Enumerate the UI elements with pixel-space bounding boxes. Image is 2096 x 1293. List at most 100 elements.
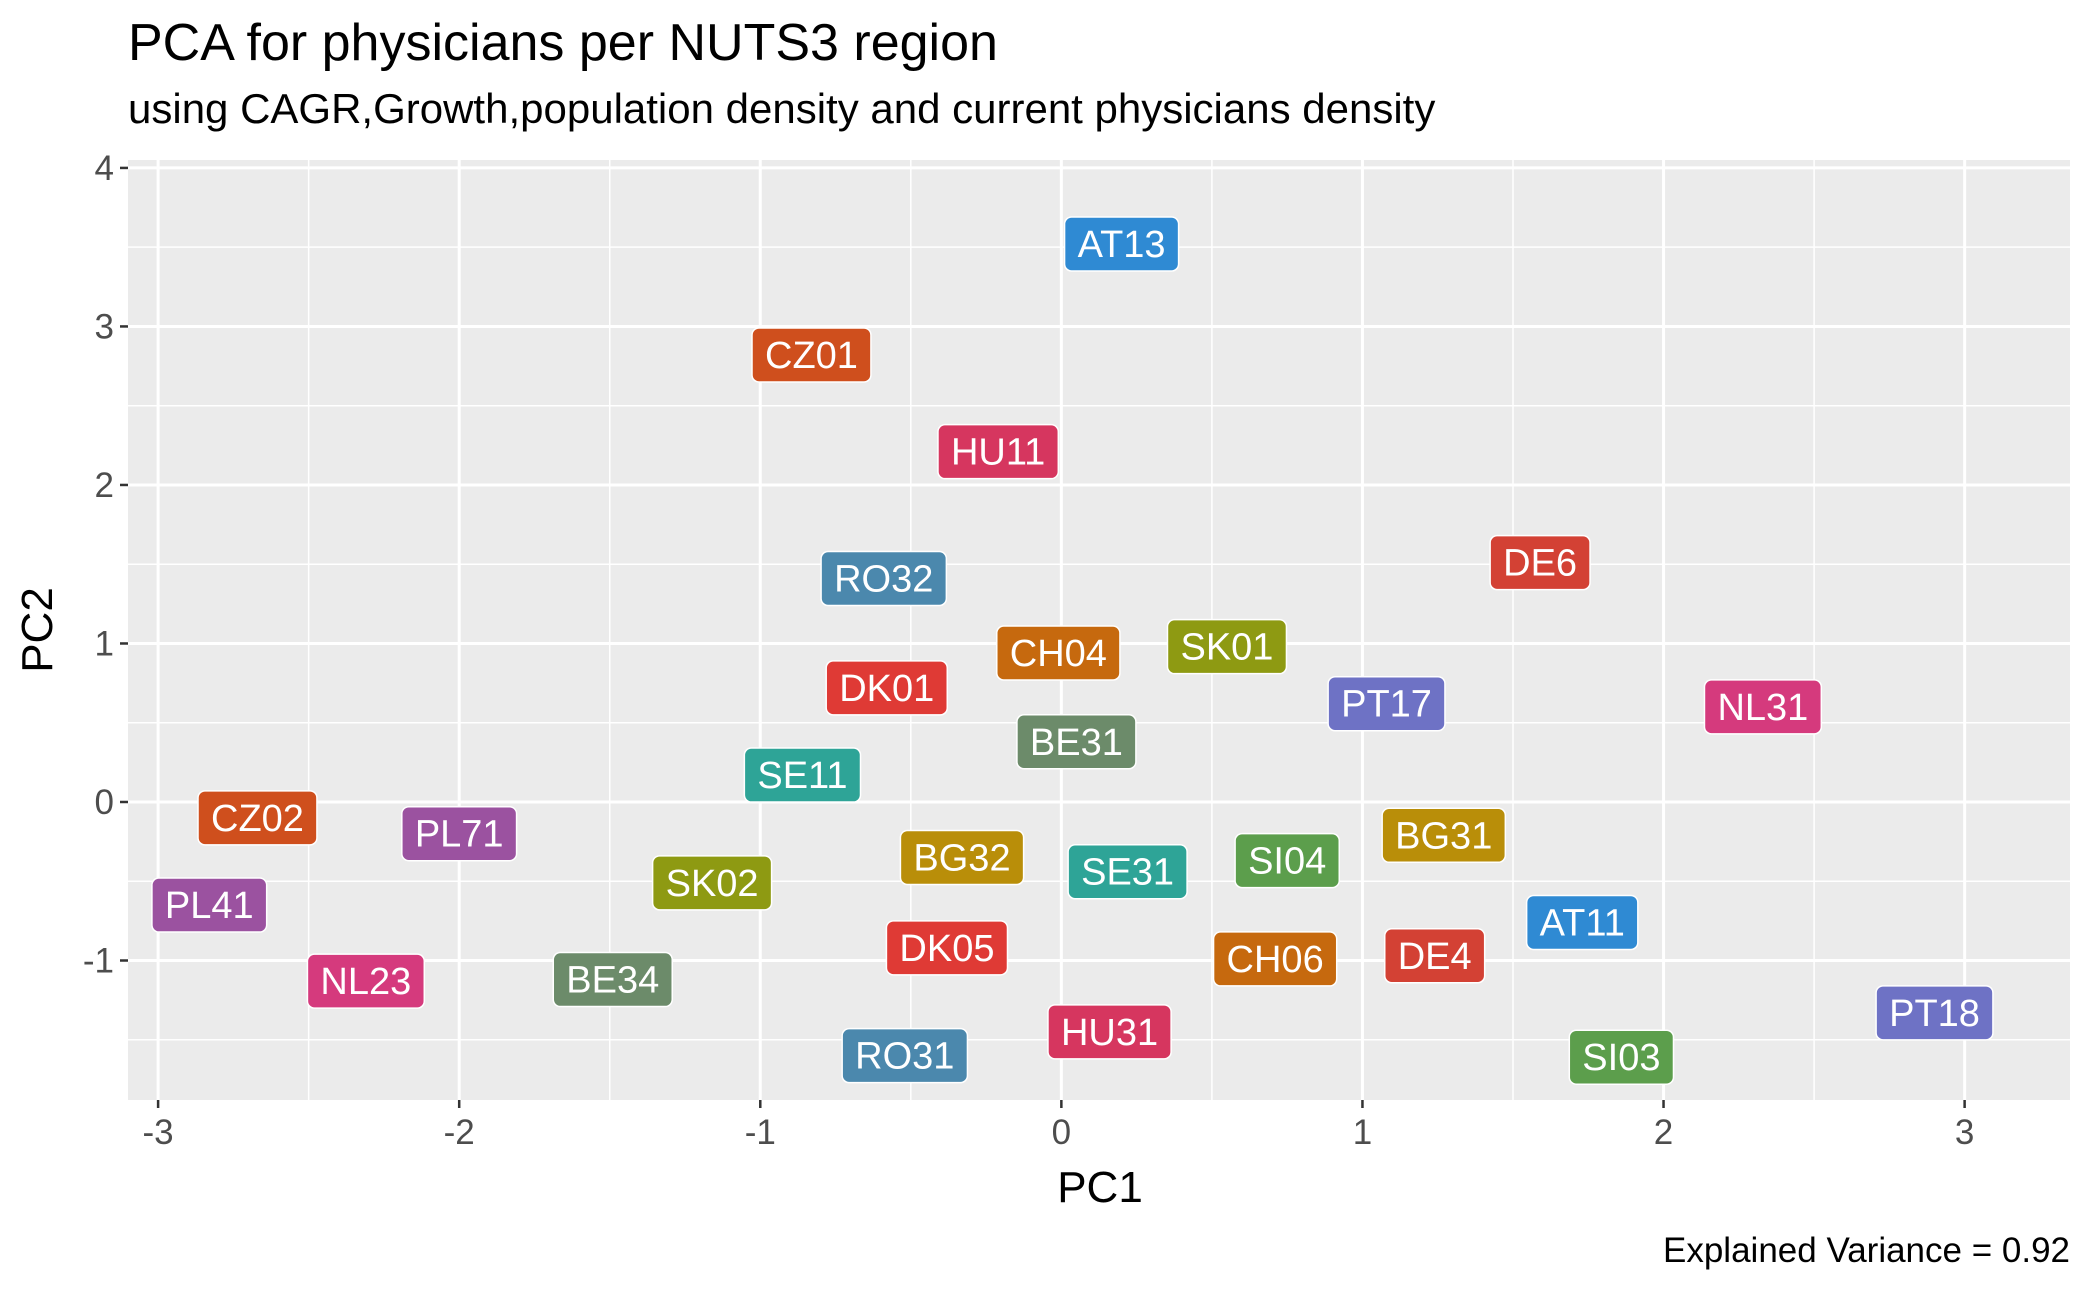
point-label-ch04: CH04 <box>996 625 1121 681</box>
x-axis-title: PC1 <box>1057 1163 1143 1212</box>
point-label-pl71: PL71 <box>401 805 518 862</box>
point-label-pl41: PL41 <box>151 877 268 933</box>
point-label-nl23: NL23 <box>306 953 426 1009</box>
label-text: SK01 <box>1180 627 1273 669</box>
label-box <box>197 790 318 846</box>
point-label-pt18: PT18 <box>1875 985 1994 1041</box>
label-text: RO31 <box>855 1036 954 1078</box>
chart-subtitle: using CAGR,Growth,population density and… <box>128 85 1435 132</box>
label-box <box>651 855 773 911</box>
label-box <box>841 1027 969 1084</box>
label-text: BG32 <box>913 837 1010 879</box>
label-text: PL71 <box>415 814 504 856</box>
label-text: AT13 <box>1078 224 1166 266</box>
label-box <box>937 423 1060 480</box>
label-box <box>1381 807 1507 864</box>
y-tick-label: 2 <box>95 466 114 505</box>
label-box <box>820 550 948 607</box>
point-label-at13: AT13 <box>1063 216 1180 272</box>
label-box <box>996 625 1121 681</box>
point-label-se31: SE31 <box>1067 843 1188 900</box>
y-axis-title: PC2 <box>13 587 62 673</box>
x-tick-label: -3 <box>143 1113 174 1152</box>
y-tick-label: 3 <box>95 307 114 346</box>
label-text: DE4 <box>1398 936 1472 978</box>
point-label-se11: SE11 <box>743 747 862 803</box>
label-text: SE31 <box>1081 852 1174 894</box>
point-label-dk05: DK05 <box>885 920 1009 976</box>
label-text: SI03 <box>1582 1037 1660 1079</box>
label-text: SI04 <box>1248 841 1326 883</box>
point-label-nl31: NL31 <box>1703 679 1823 735</box>
point-label-hu31: HU31 <box>1047 1004 1172 1060</box>
label-box <box>1568 1029 1675 1085</box>
label-text: AT11 <box>1540 902 1625 944</box>
label-text: CH06 <box>1227 939 1324 981</box>
label-box <box>751 327 872 383</box>
label-text: DE6 <box>1503 543 1577 585</box>
point-label-ro32: RO32 <box>820 550 948 607</box>
x-tick-label: -2 <box>444 1113 475 1152</box>
y-tick-label: 1 <box>95 624 114 663</box>
label-text: HU11 <box>951 432 1045 474</box>
label-box <box>306 953 426 1009</box>
label-text: HU31 <box>1061 1012 1158 1054</box>
point-label-si04: SI04 <box>1234 832 1341 889</box>
x-axis: -3 -2 -1 0 1 2 3 <box>143 1100 1974 1152</box>
label-text: RO32 <box>834 558 933 600</box>
label-box <box>1703 679 1823 735</box>
y-tick-label: -1 <box>83 942 114 981</box>
label-box <box>552 951 673 1008</box>
label-box <box>1383 928 1486 984</box>
label-text: DK05 <box>899 928 994 970</box>
label-text: BE34 <box>566 960 659 1002</box>
label-box <box>885 920 1009 976</box>
label-box <box>1234 832 1341 889</box>
label-text: NL31 <box>1717 687 1808 729</box>
label-box <box>1875 985 1994 1041</box>
label-text: BE31 <box>1030 722 1123 764</box>
label-text: SK02 <box>666 863 759 905</box>
point-label-sk01: SK01 <box>1166 618 1288 675</box>
label-box <box>1212 931 1338 987</box>
point-label-ro31: RO31 <box>841 1027 969 1084</box>
y-tick-label: 0 <box>95 783 114 822</box>
chart-title: PCA for physicians per NUTS3 region <box>128 14 998 72</box>
x-tick-label: 3 <box>1955 1113 1974 1152</box>
label-text: CH04 <box>1010 633 1107 675</box>
point-label-bg31: BG31 <box>1381 807 1507 864</box>
label-box <box>1327 675 1446 732</box>
label-text: PL41 <box>165 885 254 927</box>
label-box <box>1166 618 1288 675</box>
point-label-be31: BE31 <box>1016 714 1137 770</box>
label-box <box>151 877 268 933</box>
label-text: DK01 <box>839 668 934 710</box>
point-label-de4: DE4 <box>1383 928 1486 984</box>
label-box <box>1067 843 1188 900</box>
y-tick-label: 4 <box>95 149 114 188</box>
label-text: BG31 <box>1395 815 1492 857</box>
x-tick-label: 1 <box>1353 1113 1372 1152</box>
label-text: PT18 <box>1889 993 1980 1035</box>
label-text: CZ02 <box>211 798 304 840</box>
point-label-cz01: CZ01 <box>751 327 872 383</box>
point-label-sk02: SK02 <box>651 855 773 911</box>
label-box <box>1063 216 1180 272</box>
point-label-at11: AT11 <box>1525 894 1639 951</box>
y-axis: -1 0 1 2 3 4 <box>83 149 128 981</box>
point-label-de6: DE6 <box>1489 534 1591 591</box>
label-text: NL23 <box>320 961 411 1003</box>
label-box <box>825 660 949 716</box>
point-label-dk01: DK01 <box>825 660 949 716</box>
label-box <box>1047 1004 1172 1060</box>
label-box <box>401 805 518 862</box>
point-label-hu11: HU11 <box>937 423 1060 480</box>
point-label-ch06: CH06 <box>1212 931 1338 987</box>
point-label-cz02: CZ02 <box>197 790 318 846</box>
point-label-bg32: BG32 <box>899 829 1025 886</box>
x-tick-label: -1 <box>745 1113 776 1152</box>
point-label-si03: SI03 <box>1568 1029 1675 1085</box>
x-tick-label: 2 <box>1654 1113 1673 1152</box>
label-box <box>1525 894 1639 951</box>
